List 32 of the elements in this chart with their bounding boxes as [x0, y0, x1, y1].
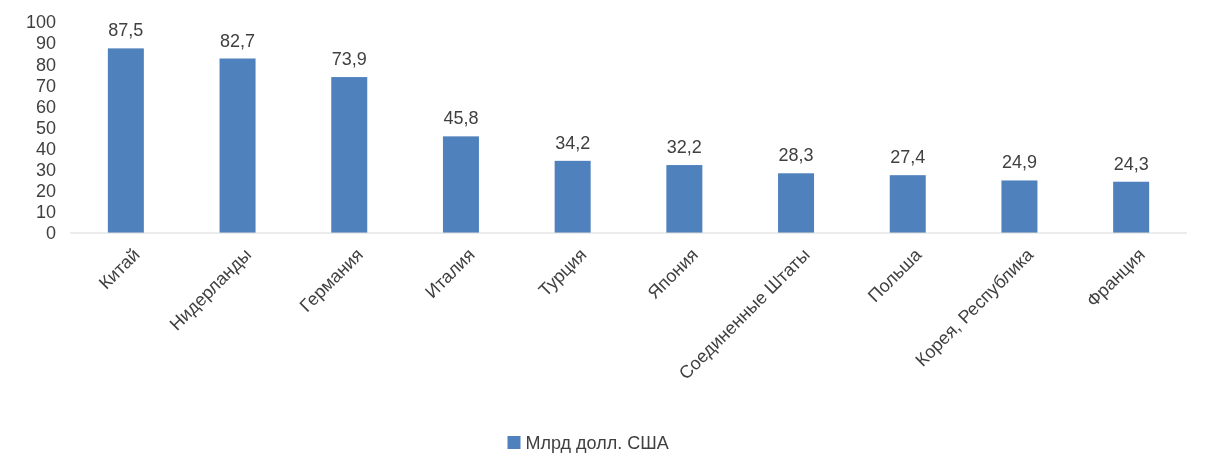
- bar: [889, 175, 926, 233]
- data-label: 87,5: [108, 20, 144, 41]
- y-tick-label: 0: [45, 223, 56, 244]
- data-label: 32,2: [666, 137, 702, 158]
- bar: [1113, 181, 1150, 233]
- y-tick-label: 20: [35, 181, 56, 202]
- data-label: 24,3: [1113, 153, 1149, 174]
- y-tick-label: 30: [35, 160, 56, 180]
- bar: [331, 77, 368, 233]
- bar: [442, 136, 479, 233]
- data-label: 27,4: [890, 147, 926, 168]
- y-tick-label: 70: [35, 75, 56, 96]
- data-label: 45,8: [443, 108, 479, 129]
- data-label: 28,3: [778, 145, 814, 166]
- bar: [666, 165, 703, 233]
- legend-label: Млрд долл. США: [525, 433, 669, 454]
- data-label: 34,2: [555, 132, 591, 153]
- y-tick-label: 80: [35, 54, 56, 75]
- y-tick-label: 60: [35, 96, 56, 117]
- bar: [778, 173, 815, 233]
- bar: [554, 160, 591, 233]
- data-label: 73,9: [331, 49, 367, 70]
- y-tick-label: 40: [35, 138, 56, 159]
- bar: [107, 48, 144, 233]
- y-tick-label: 90: [35, 33, 56, 54]
- y-tick-label: 10: [35, 202, 56, 223]
- data-label: 24,9: [1001, 152, 1037, 173]
- data-label: 82,7: [220, 30, 256, 51]
- bar: [1001, 180, 1038, 233]
- y-tick-label: 100: [25, 12, 56, 33]
- y-tick-label: 50: [35, 117, 56, 138]
- bar: [219, 58, 256, 233]
